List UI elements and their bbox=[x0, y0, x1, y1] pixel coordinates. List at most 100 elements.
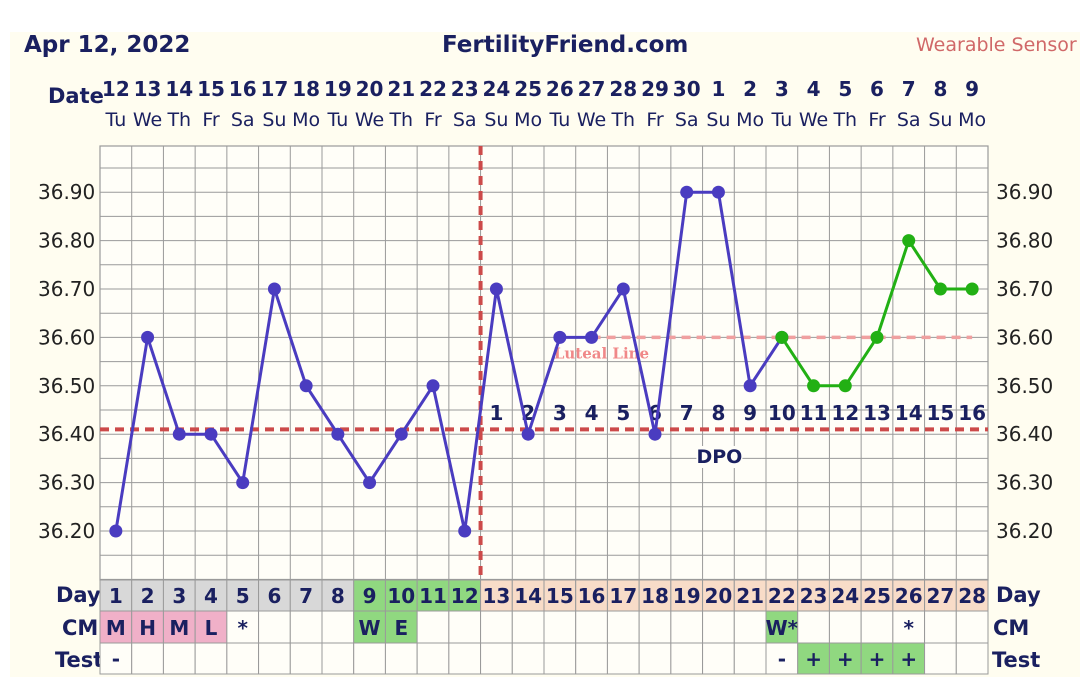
test-cell bbox=[321, 642, 355, 675]
temp-point bbox=[363, 476, 377, 490]
date-label: 19 bbox=[324, 77, 352, 101]
dpo-number: 12 bbox=[831, 401, 859, 425]
weekday-label: Mo bbox=[736, 109, 764, 131]
temp-point bbox=[775, 330, 789, 344]
dpo-number: 3 bbox=[553, 401, 567, 425]
cycle-day-number: 22 bbox=[768, 584, 796, 608]
test-cell bbox=[733, 642, 767, 675]
cm-cell bbox=[480, 610, 513, 644]
y-tick-right: 36.50 bbox=[996, 374, 1053, 398]
date-label: 27 bbox=[578, 77, 606, 101]
weekday-label: Mo bbox=[958, 109, 986, 131]
test-cell bbox=[828, 642, 862, 675]
test-cell bbox=[480, 642, 513, 675]
test-cell bbox=[543, 642, 577, 675]
cycle-day-number: 23 bbox=[800, 584, 828, 608]
temp-point bbox=[933, 282, 947, 296]
cycle-day-cell bbox=[638, 579, 672, 612]
cm-cell bbox=[828, 610, 862, 644]
y-tick-left: 36.80 bbox=[38, 229, 95, 253]
cycle-day-number: 3 bbox=[172, 584, 186, 608]
date-label: 6 bbox=[870, 77, 884, 101]
test-cell bbox=[955, 642, 989, 675]
cycle-day-cell bbox=[480, 579, 513, 612]
cm-cell bbox=[416, 610, 450, 644]
weekday-label: Th bbox=[388, 109, 413, 131]
y-tick-right: 36.60 bbox=[996, 325, 1053, 349]
cycle-day-number: 1 bbox=[109, 584, 123, 608]
cm-row-label: CM bbox=[62, 616, 98, 640]
cycle-day-number: 4 bbox=[204, 584, 218, 608]
weekday-label: Sa bbox=[675, 109, 699, 131]
weekday-label: Sa bbox=[453, 109, 477, 131]
chart-date: Apr 12, 2022 bbox=[24, 32, 191, 58]
cycle-day-number: 19 bbox=[673, 584, 701, 608]
weekday-label: Fr bbox=[868, 109, 886, 131]
date-label: 28 bbox=[609, 77, 637, 101]
cycle-day-number: 28 bbox=[958, 584, 986, 608]
temp-point bbox=[141, 330, 155, 344]
cm-cell bbox=[162, 610, 196, 644]
weekday-label: Th bbox=[832, 109, 857, 131]
cycle-day-number: 6 bbox=[267, 584, 281, 608]
test-cell bbox=[797, 642, 830, 675]
test-cell bbox=[416, 642, 450, 675]
test-value: - bbox=[112, 647, 120, 671]
temp-point bbox=[267, 282, 281, 296]
y-tick-left: 36.90 bbox=[38, 180, 95, 204]
y-tick-left: 36.60 bbox=[38, 325, 95, 349]
test-row-label: Test bbox=[55, 648, 103, 672]
temp-point bbox=[204, 427, 218, 441]
temp-point bbox=[489, 282, 503, 296]
date-label: 9 bbox=[965, 77, 979, 101]
day-row-label-right: Day bbox=[996, 583, 1041, 607]
weekday-label: We bbox=[133, 109, 162, 131]
test-cell bbox=[670, 642, 704, 675]
date-label: 1 bbox=[711, 77, 725, 101]
cm-cell bbox=[448, 610, 482, 644]
cm-cell bbox=[511, 610, 545, 644]
cm-cell bbox=[702, 610, 735, 644]
cm-value: E bbox=[394, 616, 408, 640]
cycle-day-cell bbox=[575, 579, 608, 612]
dpo-number: 4 bbox=[585, 401, 599, 425]
cycle-day-cell bbox=[955, 579, 989, 612]
cm-cell bbox=[638, 610, 672, 644]
date-label: 18 bbox=[292, 77, 320, 101]
test-row-label-right: Test bbox=[992, 648, 1040, 672]
weekday-label: Tu bbox=[770, 109, 792, 131]
cycle-day-cell bbox=[162, 579, 196, 612]
wearable-sensor-badge: Wearable Sensor bbox=[916, 34, 1077, 56]
y-tick-right: 36.30 bbox=[996, 471, 1053, 495]
dpo-number: 7 bbox=[680, 401, 694, 425]
cm-cell bbox=[543, 610, 577, 644]
weekday-label: We bbox=[799, 109, 828, 131]
test-value: - bbox=[778, 647, 786, 671]
weekday-label: Fr bbox=[646, 109, 664, 131]
test-cell bbox=[511, 642, 545, 675]
weekday-label: Mo bbox=[292, 109, 320, 131]
test-cell bbox=[765, 642, 799, 675]
cm-cell bbox=[765, 610, 799, 644]
weekday-label: We bbox=[577, 109, 606, 131]
y-tick-left: 36.20 bbox=[38, 519, 95, 543]
cycle-day-number: 12 bbox=[451, 584, 479, 608]
dpo-number: 11 bbox=[800, 401, 828, 425]
cycle-day-cell bbox=[384, 579, 418, 612]
cm-cell bbox=[384, 610, 418, 644]
test-cell bbox=[384, 642, 418, 675]
cycle-day-number: 25 bbox=[863, 584, 891, 608]
cm-value: * bbox=[237, 616, 248, 640]
top-band bbox=[0, 0, 1080, 30]
dpo-number: 14 bbox=[895, 401, 923, 425]
weekday-label: Tu bbox=[326, 109, 348, 131]
date-label: 25 bbox=[514, 77, 542, 101]
temp-point bbox=[807, 379, 821, 393]
cycle-day-number: 11 bbox=[419, 584, 447, 608]
cycle-day-cell bbox=[765, 579, 799, 612]
date-label: 30 bbox=[673, 77, 701, 101]
test-cell bbox=[289, 642, 323, 675]
date-label: 2 bbox=[743, 77, 757, 101]
